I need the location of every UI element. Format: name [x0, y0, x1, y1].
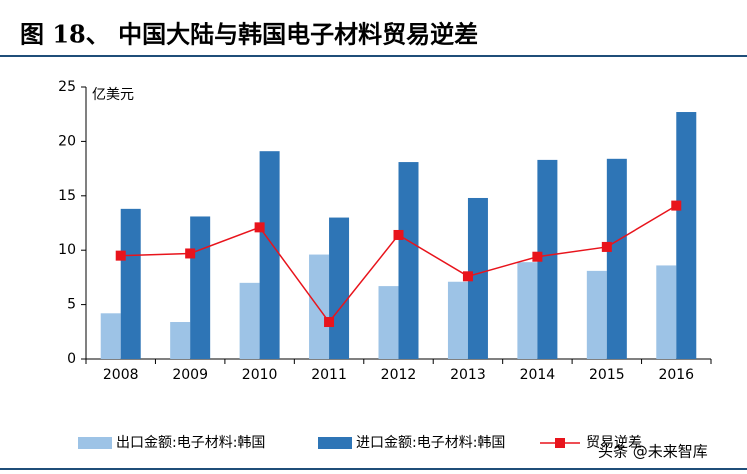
legend-label: 贸易逆差 — [586, 435, 642, 451]
bar — [656, 265, 677, 359]
legend-label: 出口金额:电子材料:韩国 — [116, 435, 265, 451]
bar — [398, 162, 419, 359]
y-tick-label: 25 — [58, 79, 76, 95]
legend-swatch — [78, 437, 112, 449]
bar — [259, 151, 280, 359]
bar — [120, 208, 141, 359]
legend-swatch — [318, 437, 352, 449]
bar — [517, 262, 538, 359]
bar — [309, 254, 330, 359]
x-tick-label: 2009 — [172, 367, 208, 383]
x-tick-label: 2010 — [242, 367, 278, 383]
bar — [467, 197, 488, 359]
x-tick-label: 2014 — [520, 367, 556, 383]
bar — [378, 286, 399, 359]
bar — [537, 159, 558, 359]
x-tick-label: 2016 — [658, 367, 694, 383]
legend-label: 进口金额:电子材料:韩国 — [356, 435, 505, 451]
bar — [606, 158, 627, 359]
bar — [170, 322, 191, 359]
bar — [100, 313, 121, 359]
y-axis-label: 亿美元 — [92, 87, 134, 103]
line-marker — [393, 229, 404, 240]
bar — [190, 216, 211, 359]
line-marker — [462, 271, 473, 282]
bar — [329, 217, 350, 359]
line-marker — [532, 251, 543, 262]
line-marker — [185, 248, 196, 259]
legend-swatch — [555, 438, 565, 448]
chart-title: 图 18、 中国大陆与韩国电子材料贸易逆差 — [20, 20, 478, 49]
bar — [447, 281, 468, 359]
x-tick-label: 2012 — [381, 367, 417, 383]
line-marker — [254, 222, 265, 233]
line-marker — [324, 317, 335, 328]
y-tick-label: 5 — [67, 297, 76, 313]
bar — [239, 282, 260, 359]
y-tick-label: 15 — [58, 188, 76, 204]
x-tick-label: 2008 — [103, 367, 139, 383]
bar — [586, 270, 607, 359]
y-tick-label: 20 — [58, 133, 76, 149]
x-tick-label: 2011 — [311, 367, 347, 383]
x-tick-label: 2015 — [589, 367, 625, 383]
watermark: 头条 @未来智库 — [598, 443, 708, 461]
line-marker — [601, 241, 612, 252]
x-tick-label: 2013 — [450, 367, 486, 383]
y-tick-label: 10 — [58, 242, 76, 258]
bar — [676, 112, 697, 359]
line-marker — [115, 250, 126, 261]
line-marker — [671, 200, 682, 211]
y-tick-label: 0 — [67, 351, 76, 367]
